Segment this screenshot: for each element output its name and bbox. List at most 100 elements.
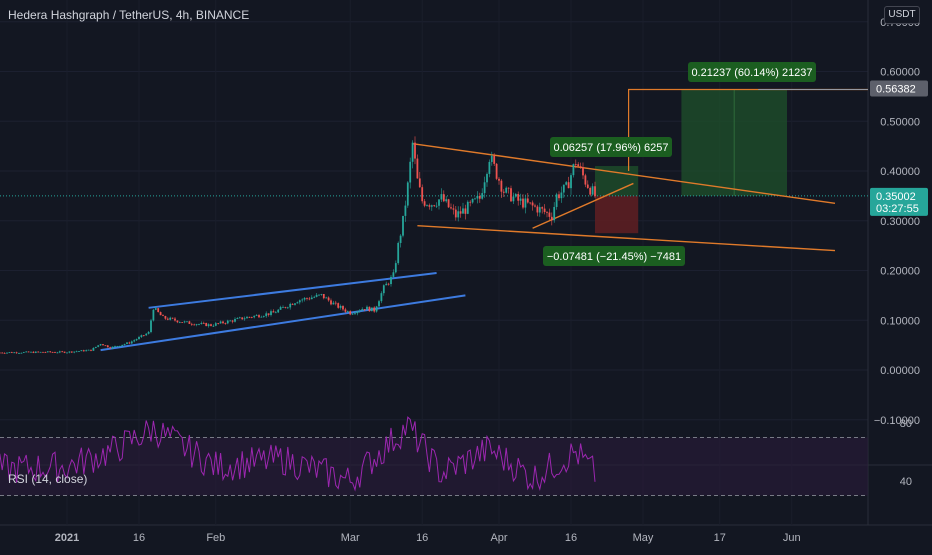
candle-body bbox=[44, 352, 47, 354]
target-price-label-bg bbox=[870, 80, 928, 97]
candle-body bbox=[13, 352, 16, 354]
candle-body bbox=[169, 317, 172, 320]
candle-body bbox=[212, 325, 215, 327]
candle-body bbox=[394, 263, 397, 273]
candle-body bbox=[78, 351, 80, 352]
y-tick-label: 0.10000 bbox=[880, 315, 920, 327]
candle-body bbox=[416, 158, 419, 179]
candle-body bbox=[66, 352, 68, 354]
small-target-label: 0.06257 (17.96%) 6257 bbox=[554, 142, 669, 154]
candle-body bbox=[327, 297, 330, 301]
candle-body bbox=[250, 317, 253, 318]
candle-body bbox=[123, 343, 126, 345]
y-tick-label: 0.20000 bbox=[880, 266, 920, 278]
candle-body bbox=[555, 194, 558, 207]
candle-body bbox=[298, 300, 301, 303]
candle-body bbox=[68, 351, 71, 353]
candle-body bbox=[454, 209, 457, 218]
candle-body bbox=[277, 309, 280, 313]
candle-body bbox=[538, 207, 541, 213]
channel-lower-line bbox=[100, 294, 466, 352]
candle-body bbox=[236, 318, 239, 319]
candle-body bbox=[234, 318, 236, 322]
candle-body bbox=[382, 285, 385, 294]
candle-body bbox=[550, 216, 553, 221]
candle-body bbox=[138, 336, 140, 340]
candle-body bbox=[414, 142, 416, 159]
candle-body bbox=[332, 302, 335, 305]
candle-body bbox=[320, 293, 323, 295]
candle-body bbox=[462, 208, 464, 214]
candle-body bbox=[546, 211, 548, 213]
candle-body bbox=[570, 175, 572, 189]
candle-body bbox=[37, 351, 40, 353]
candle-body bbox=[164, 316, 167, 319]
candle-body bbox=[548, 212, 551, 217]
candle-body bbox=[450, 207, 452, 209]
candle-body bbox=[322, 293, 325, 299]
candle-body bbox=[404, 205, 407, 216]
candle-body bbox=[514, 194, 517, 197]
candle-body bbox=[200, 322, 203, 325]
candle-body bbox=[126, 342, 128, 344]
countdown-label: 03:27:55 bbox=[876, 203, 919, 215]
candle-body bbox=[306, 297, 308, 299]
candle-body bbox=[562, 184, 565, 193]
candle-body bbox=[27, 351, 30, 353]
candle-body bbox=[572, 164, 575, 176]
wedge-lower-line bbox=[417, 225, 836, 252]
rsi-indicator-label[interactable]: RSI (14, close) bbox=[8, 472, 88, 486]
candle-body bbox=[558, 194, 560, 199]
candle-body bbox=[370, 307, 373, 312]
candle-body bbox=[474, 198, 476, 200]
y-tick-label: 0.40000 bbox=[880, 166, 920, 178]
candle-body bbox=[135, 339, 138, 341]
candle-body bbox=[512, 196, 515, 202]
candle-body bbox=[481, 193, 484, 199]
candle-body bbox=[128, 342, 131, 344]
candle-body bbox=[202, 322, 205, 324]
candle-body bbox=[157, 308, 160, 313]
candle-body bbox=[229, 320, 232, 322]
candle-body bbox=[315, 294, 318, 297]
candle-body bbox=[3, 352, 6, 354]
candle-body bbox=[560, 192, 563, 199]
candle-body bbox=[366, 306, 368, 310]
candle-body bbox=[330, 300, 332, 305]
candle-body bbox=[80, 350, 83, 352]
candle-body bbox=[510, 188, 512, 202]
candle-body bbox=[378, 301, 380, 307]
candle-body bbox=[579, 166, 582, 168]
candle-body bbox=[18, 352, 20, 354]
candle-body bbox=[421, 187, 424, 202]
stop-loss-label: −0.07481 (−21.45%) −7481 bbox=[547, 251, 681, 263]
candle-body bbox=[142, 335, 145, 337]
candle-body bbox=[154, 308, 157, 310]
candle-body bbox=[440, 194, 443, 200]
candle-body bbox=[531, 202, 534, 206]
candle-body bbox=[286, 307, 289, 309]
candle-body bbox=[10, 352, 13, 354]
candle-body bbox=[536, 206, 539, 213]
candle-body bbox=[193, 324, 196, 326]
candle-body bbox=[397, 242, 400, 264]
candle-body bbox=[262, 316, 265, 317]
candle-body bbox=[464, 208, 467, 214]
candle-body bbox=[231, 320, 234, 322]
candle-body bbox=[85, 350, 88, 352]
candle-body bbox=[87, 349, 90, 351]
candle-body bbox=[483, 182, 486, 194]
candle-body bbox=[502, 191, 505, 193]
candle-body bbox=[476, 196, 479, 199]
candle-body bbox=[73, 351, 76, 353]
candle-body bbox=[284, 306, 287, 308]
x-tick-label: Mar bbox=[341, 532, 360, 544]
candle-body bbox=[265, 313, 268, 317]
candle-body bbox=[162, 315, 164, 317]
candle-body bbox=[20, 352, 23, 354]
y-tick-label: 0.60000 bbox=[880, 67, 920, 79]
candle-body bbox=[258, 315, 260, 318]
currency-button[interactable]: USDT bbox=[884, 6, 920, 24]
